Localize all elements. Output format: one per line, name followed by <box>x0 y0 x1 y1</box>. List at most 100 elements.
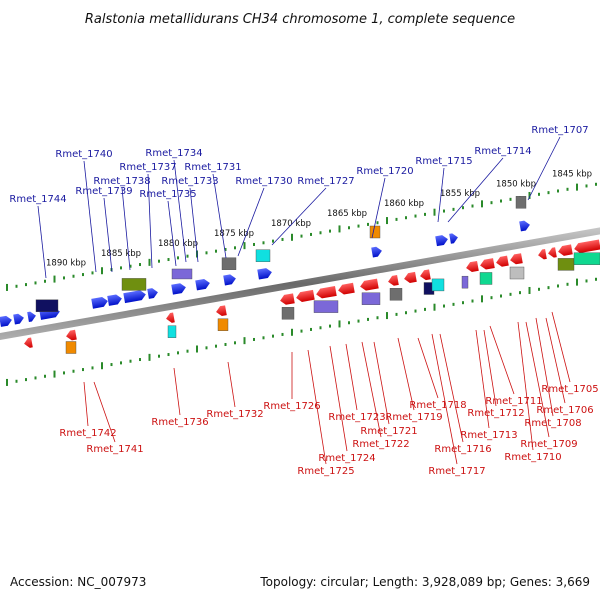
tick-mark <box>272 334 274 338</box>
plus-feature-box <box>121 278 147 291</box>
minus-gene-arrow <box>420 269 431 281</box>
plus-gene-arrow <box>27 311 36 322</box>
minus-gene-arrow <box>496 255 509 267</box>
minus-gene-arrow <box>66 329 77 341</box>
tick-mark <box>177 256 179 260</box>
tick-mark <box>414 214 417 218</box>
tick-mark <box>357 224 360 228</box>
minus-gene-arrow <box>24 337 33 348</box>
tick-mark <box>262 336 265 340</box>
gene-label-rmet_1734: Rmet_1734 <box>145 148 202 159</box>
tick-mark <box>215 249 217 253</box>
minus-feature-box <box>509 266 525 280</box>
tick-mark <box>205 251 208 255</box>
minus-gene-arrow <box>166 312 175 323</box>
plus-leader-line <box>189 187 199 263</box>
minus-feature-box <box>281 307 295 320</box>
tick-mark <box>595 277 597 281</box>
gene-label-rmet_1707: Rmet_1707 <box>531 125 588 136</box>
gene-label-rmet_1732: Rmet_1732 <box>206 409 263 420</box>
kbp-label: 1845 kbp <box>552 169 592 179</box>
minus-gene-arrow <box>296 289 315 302</box>
tick-mark <box>490 201 493 205</box>
tick-mark <box>338 320 341 328</box>
minus-feature-box <box>65 341 77 354</box>
minus-feature-box <box>461 275 469 289</box>
minus-feature-box <box>573 252 600 265</box>
kbp-label: 1855 kbp <box>440 189 480 199</box>
tick-mark <box>234 341 236 345</box>
plus-leader-line <box>447 157 504 223</box>
minus-leader-line <box>483 329 497 407</box>
plus-leader-line <box>527 136 561 201</box>
kbp-label: 1890 kbp <box>46 259 86 269</box>
tick-mark <box>129 359 132 363</box>
tick-mark <box>120 266 122 270</box>
gene-label-rmet_1708: Rmet_1708 <box>524 418 581 429</box>
tick-mark <box>319 231 322 235</box>
tick-mark <box>291 328 293 336</box>
minus-leader-line <box>439 333 464 443</box>
minus-leader-line <box>475 329 490 429</box>
plus-gene-arrow <box>371 246 382 258</box>
tick-mark <box>424 212 426 216</box>
tick-mark <box>500 199 502 203</box>
chromosome-backbone <box>0 227 600 340</box>
tick-mark <box>329 229 331 233</box>
minus-gene-arrow <box>388 275 399 286</box>
plus-leader-line <box>371 177 386 239</box>
tick-mark <box>205 346 208 350</box>
tick-mark <box>44 279 46 283</box>
tick-mark <box>319 326 322 330</box>
tick-mark <box>53 275 56 283</box>
plus-leader-line <box>173 159 187 263</box>
tick-mark <box>34 281 37 285</box>
tick-mark <box>414 309 417 313</box>
tick-mark <box>338 225 341 233</box>
gene-label-rmet_1735: Rmet_1735 <box>139 189 196 200</box>
minus-feature-box <box>313 300 339 313</box>
plus-gene-arrow <box>449 233 458 244</box>
tick-mark <box>63 371 65 375</box>
plus-feature-box <box>369 225 381 239</box>
minus-gene-arrow <box>404 271 417 283</box>
gene-label-rmet_1736: Rmet_1736 <box>151 417 208 428</box>
gene-label-rmet_1710: Rmet_1710 <box>504 452 561 463</box>
minus-leader-line <box>83 381 89 427</box>
tick-mark <box>63 276 65 280</box>
tick-mark <box>509 292 512 296</box>
tick-mark <box>348 321 350 325</box>
tick-mark <box>91 271 94 275</box>
tick-mark <box>538 287 540 291</box>
gene-label-rmet_1733: Rmet_1733 <box>161 176 218 187</box>
tick-mark <box>585 279 588 283</box>
minus-leader-line <box>545 317 566 404</box>
tick-mark <box>481 295 483 303</box>
tick-mark <box>186 349 189 353</box>
minus-leader-line <box>397 337 415 411</box>
tick-mark <box>6 378 8 386</box>
kbp-label: 1870 kbp <box>271 219 311 229</box>
tick-mark <box>528 286 531 294</box>
tick-mark <box>595 182 597 186</box>
tick-mark <box>405 216 407 220</box>
minus-leader-line <box>345 343 358 411</box>
tick-mark <box>300 234 303 238</box>
plus-leader-line <box>103 197 113 273</box>
minus-feature-box <box>479 272 493 285</box>
minus-feature-box <box>557 258 575 271</box>
tick-mark <box>34 376 37 380</box>
plus-gene-arrow <box>435 235 448 247</box>
minus-leader-line <box>329 345 348 452</box>
accession-text: Accession: NC_007973 <box>10 575 146 589</box>
gene-label-rmet_1721: Rmet_1721 <box>360 426 417 437</box>
plus-gene-arrow <box>171 283 186 295</box>
plus-gene-arrow <box>147 288 158 299</box>
plus-leader-line <box>271 187 327 246</box>
plus-gene-arrow <box>107 294 122 306</box>
tick-mark <box>509 197 512 201</box>
tick-mark <box>234 246 236 250</box>
minus-leader-line <box>373 341 390 425</box>
gene-label-rmet_1731: Rmet_1731 <box>184 162 241 173</box>
